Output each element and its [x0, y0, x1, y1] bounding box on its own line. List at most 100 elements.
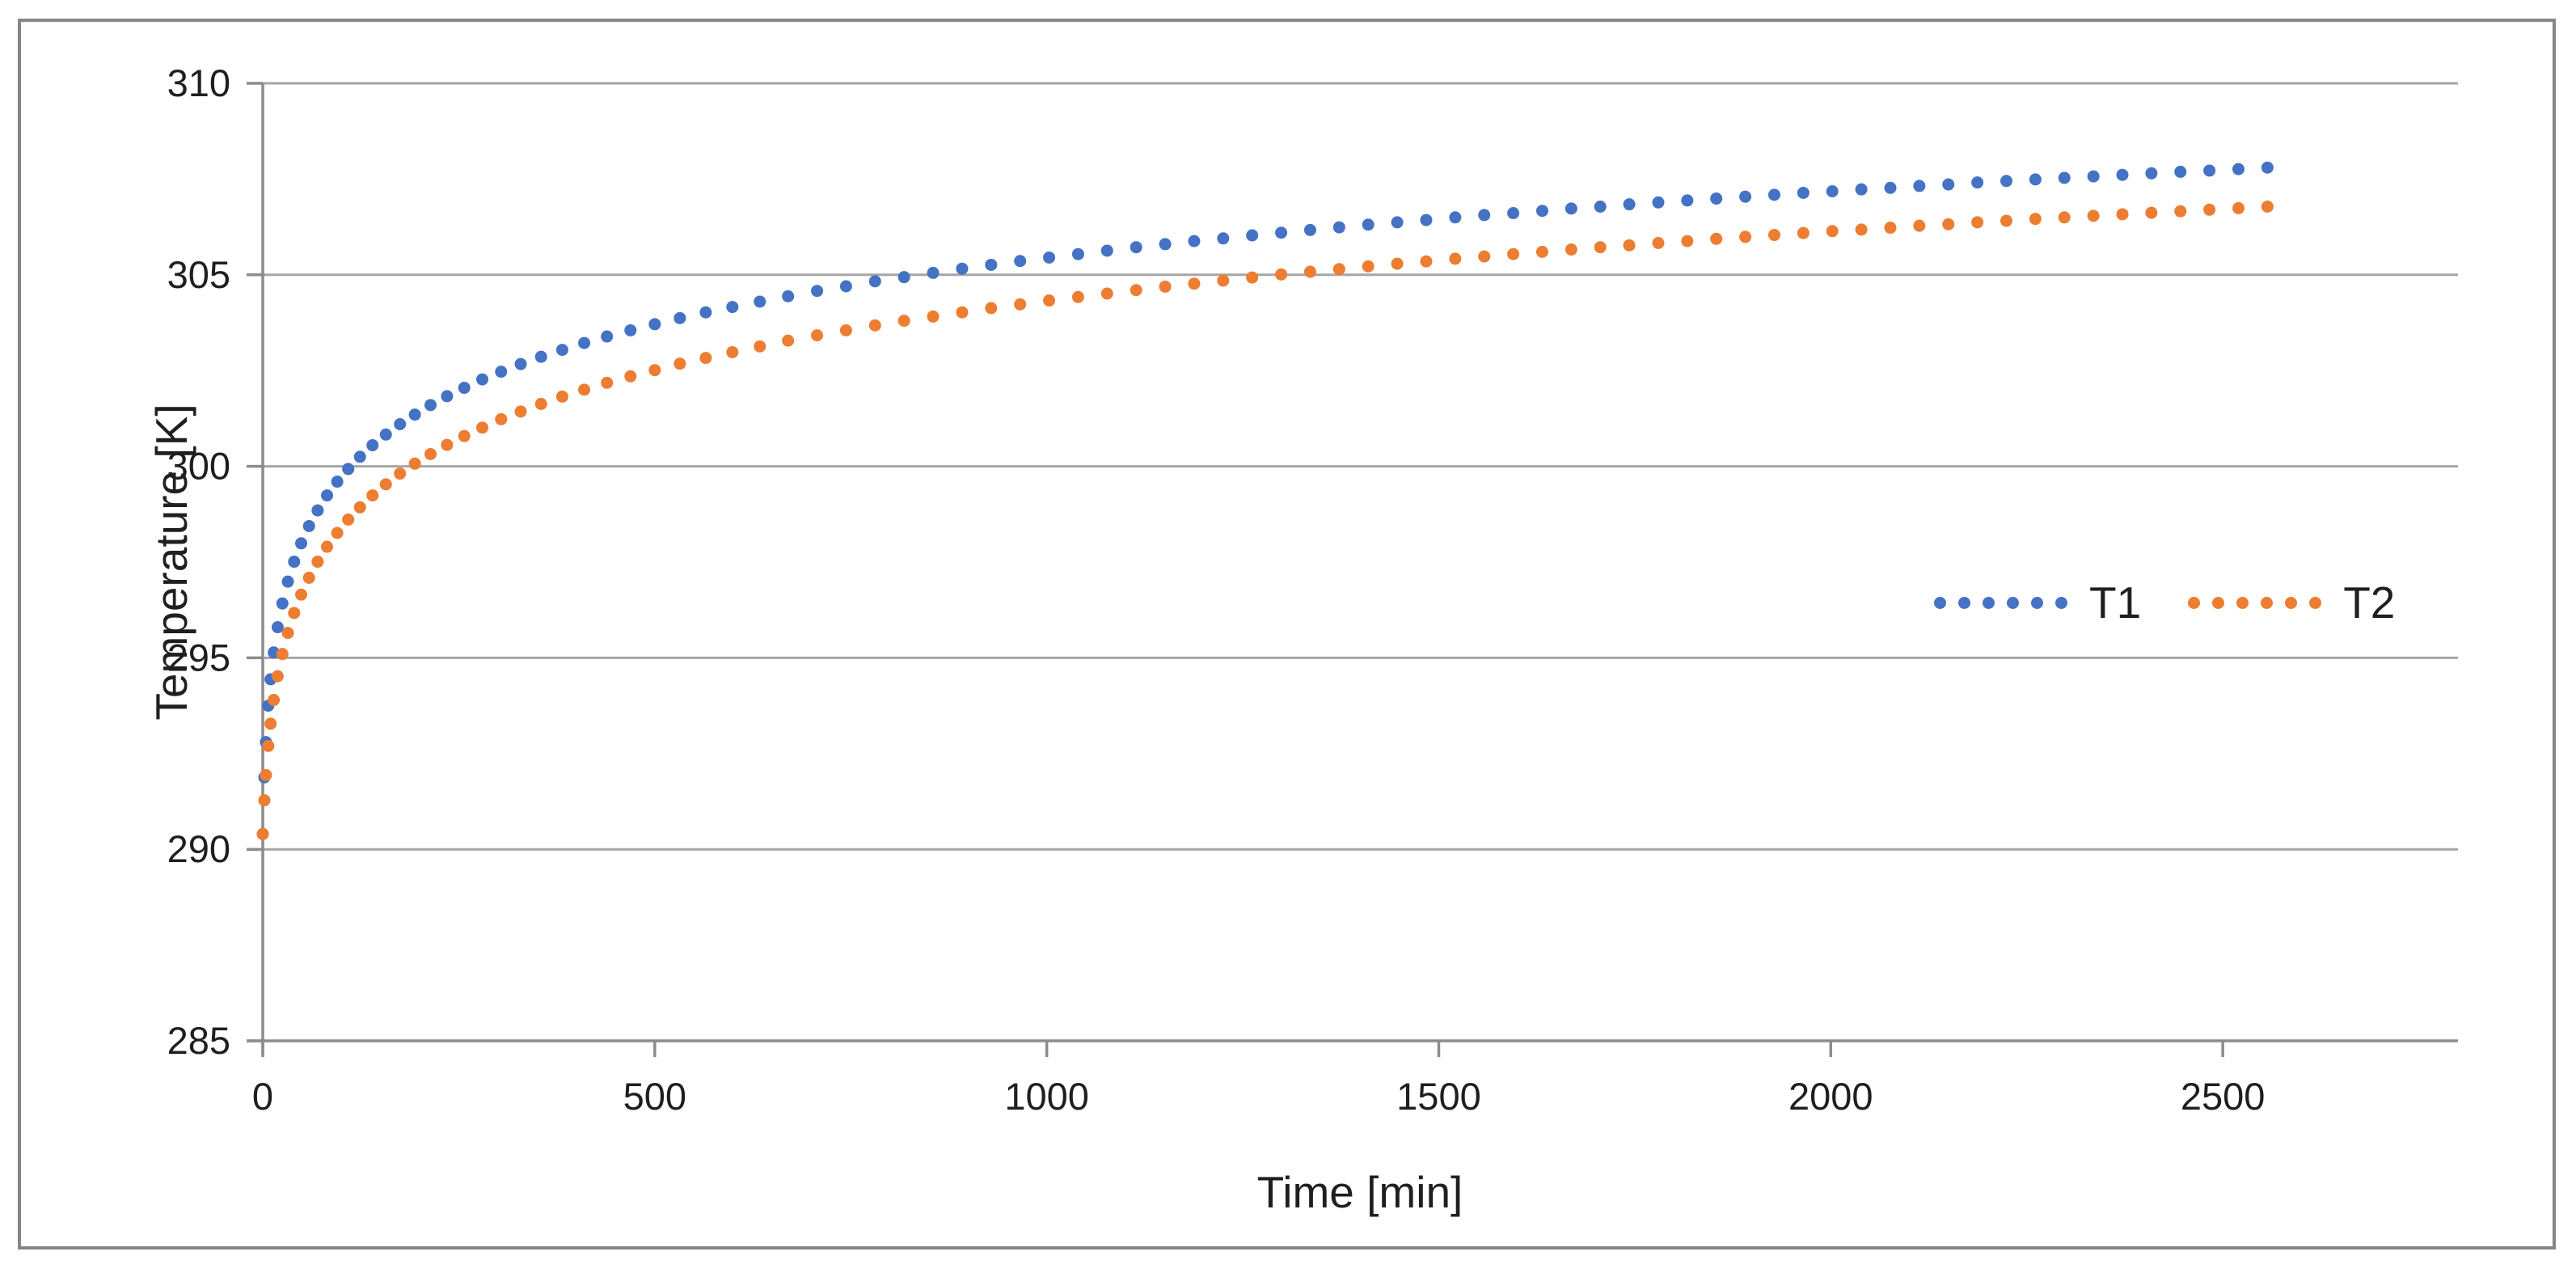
data-point-t1: [2116, 168, 2129, 181]
data-point-t1: [342, 463, 355, 476]
x-axis-title: Time [min]: [1256, 1167, 1463, 1217]
data-point-t2: [1942, 218, 1955, 230]
data-point-t1: [295, 537, 308, 550]
legend-label-t1: T1: [2089, 577, 2142, 628]
data-point-t2: [726, 345, 739, 358]
data-point-t2: [782, 334, 795, 347]
data-point-t1: [1100, 244, 1113, 257]
legend-marker-dot: [2212, 596, 2225, 609]
legend-marker-dot: [2285, 596, 2298, 609]
data-point-t2: [268, 693, 281, 706]
data-point-t1: [1362, 218, 1375, 231]
data-point-t1: [1303, 223, 1316, 236]
data-point-t1: [271, 621, 284, 634]
data-point-t2: [458, 429, 471, 442]
data-point-t2: [1826, 225, 1839, 238]
data-point-t1: [276, 597, 289, 610]
data-point-t2: [1246, 271, 1259, 284]
data-point-t1: [302, 519, 315, 532]
data-point-t2: [1303, 265, 1316, 278]
data-point-t2: [699, 352, 712, 365]
data-point-t1: [331, 476, 344, 488]
data-point-t2: [2058, 211, 2071, 224]
data-point-t1: [1942, 178, 1955, 191]
data-point-t2: [897, 315, 910, 328]
data-point-t2: [311, 556, 324, 569]
data-point-t1: [1594, 200, 1607, 213]
data-point-t1: [555, 344, 568, 357]
data-point-t2: [276, 648, 289, 661]
legend-marker-dot: [2188, 596, 2201, 609]
data-point-t2: [1884, 222, 1897, 235]
data-point-t2: [2087, 209, 2100, 222]
legend-marker-dot: [1934, 596, 1946, 609]
data-point-t2: [1043, 294, 1056, 307]
data-point-t1: [868, 275, 881, 288]
data-point-t2: [1362, 260, 1375, 273]
data-point-t1: [1275, 226, 1288, 239]
data-point-t2: [1535, 245, 1548, 258]
data-point-t1: [956, 262, 969, 275]
data-point-t1: [2029, 173, 2042, 186]
data-point-t2: [534, 397, 547, 410]
data-point-t1: [311, 504, 324, 517]
data-point-t2: [476, 421, 488, 434]
data-point-t2: [331, 526, 344, 539]
data-point-t2: [674, 357, 686, 370]
legend-marker-dot: [1983, 596, 1995, 609]
data-point-t2: [1391, 257, 1404, 270]
data-point-t1: [601, 330, 614, 343]
data-point-t2: [1332, 263, 1345, 276]
data-point-t1: [1681, 194, 1694, 207]
legend-marker-dot: [2309, 596, 2322, 609]
data-point-t2: [985, 302, 998, 315]
data-point-t1: [839, 280, 852, 293]
data-point-t2: [578, 383, 591, 396]
data-point-t1: [1130, 241, 1142, 254]
data-point-t1: [2261, 161, 2274, 174]
data-point-t1: [1971, 176, 1984, 189]
data-point-t2: [927, 310, 940, 323]
data-point-t2: [379, 478, 392, 491]
data-point-t1: [1797, 186, 1810, 199]
data-point-t1: [985, 258, 998, 271]
data-point-t2: [295, 588, 308, 601]
data-point-t1: [1043, 251, 1056, 264]
data-point-t1: [321, 489, 334, 502]
data-point-t1: [1739, 190, 1752, 203]
data-point-t2: [839, 323, 852, 336]
data-point-t2: [1420, 255, 1433, 268]
data-point-t2: [1275, 268, 1288, 281]
data-point-t1: [2203, 164, 2216, 177]
y-tick-label-285: 285: [167, 1019, 230, 1062]
data-point-t1: [534, 350, 547, 363]
data-point-t2: [1623, 239, 1636, 252]
x-tick-label-2500: 2500: [2181, 1075, 2266, 1118]
data-point-t2: [394, 467, 407, 480]
y-axis-title: Temperature [K]: [146, 404, 196, 721]
data-point-t1: [1188, 235, 1201, 247]
data-point-t2: [514, 405, 527, 418]
data-point-t2: [258, 794, 271, 807]
data-point-t1: [578, 336, 591, 349]
data-point-t1: [1159, 238, 1172, 251]
data-point-t2: [1130, 284, 1142, 297]
legend-marker-dot: [2055, 596, 2067, 609]
data-point-t2: [1739, 230, 1752, 243]
data-point-t1: [408, 408, 421, 421]
data-point-t1: [1332, 221, 1345, 234]
data-point-t2: [1797, 226, 1810, 239]
y-tick-label-290: 290: [167, 827, 230, 870]
data-point-t1: [288, 556, 301, 569]
data-point-t2: [281, 627, 294, 640]
legend-marker-dot: [2261, 596, 2274, 609]
data-point-t1: [458, 382, 471, 395]
data-point-t2: [1971, 216, 1984, 229]
data-point-t1: [1565, 202, 1577, 215]
data-point-t1: [1420, 214, 1433, 226]
data-point-t2: [441, 438, 454, 451]
data-point-t1: [1071, 247, 1084, 260]
data-point-t1: [1623, 198, 1636, 211]
data-point-t2: [1217, 274, 1230, 287]
